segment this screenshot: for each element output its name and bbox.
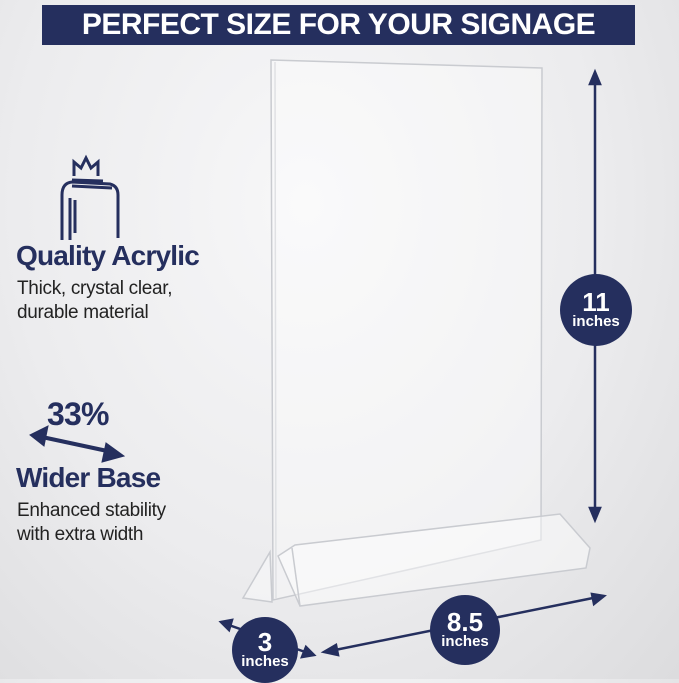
height-badge: 11 inches bbox=[560, 274, 632, 346]
feature-desc-line: Thick, crystal clear, bbox=[17, 278, 173, 299]
wider-base-percent: 33% bbox=[47, 396, 109, 432]
width-value: 8.5 bbox=[446, 607, 484, 637]
feature-desc-line: durable material bbox=[17, 302, 149, 323]
feature-desc-line: Enhanced stability bbox=[17, 500, 166, 521]
banner-title: PERFECT SIZE FOR YOUR SIGNAGE bbox=[42, 5, 635, 45]
depth-value: 3 bbox=[257, 627, 273, 657]
height-value: 11 bbox=[582, 287, 610, 317]
crown-acrylic-icon bbox=[60, 154, 120, 240]
feature-title-quality-acrylic: Quality Acrylic bbox=[16, 240, 200, 271]
feature-desc-line: with extra width bbox=[17, 524, 144, 545]
depth-badge: 3 inches bbox=[232, 617, 298, 683]
double-arrow-icon bbox=[29, 425, 126, 463]
acrylic-sign-holder bbox=[241, 59, 591, 607]
depth-unit: inches bbox=[241, 653, 289, 670]
width-badge: 8.5 inches bbox=[430, 595, 500, 665]
height-unit: inches bbox=[572, 313, 620, 330]
feature-title-wider-base: Wider Base bbox=[16, 462, 161, 493]
width-unit: inches bbox=[441, 633, 489, 650]
